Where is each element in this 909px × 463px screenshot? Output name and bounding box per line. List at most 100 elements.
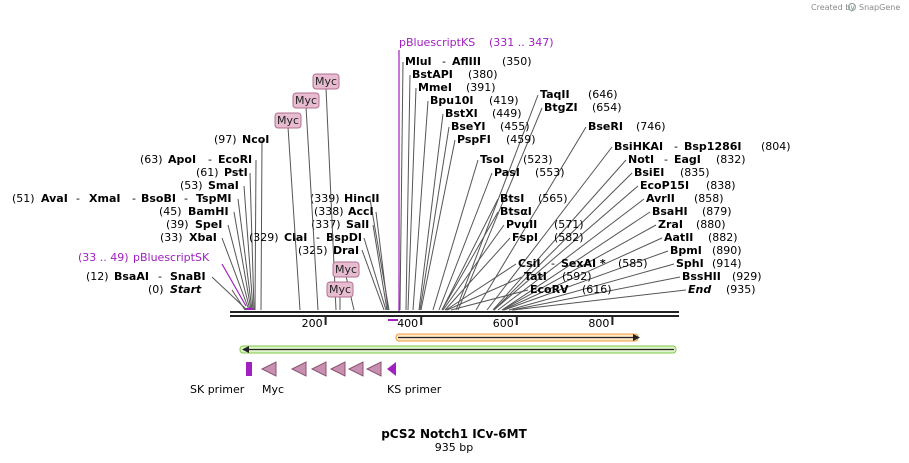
primer-ks-name: pBluescriptKS <box>399 36 475 49</box>
myc-arrow-icon[interactable] <box>260 361 277 377</box>
primer-binding-sk[interactable]: (33 .. 49) pBluescriptSK <box>78 251 253 310</box>
site-label-bsahi[interactable]: BsaHI <box>652 205 688 218</box>
site-label-btgzi[interactable]: BtgZI <box>544 101 578 114</box>
site-label-bpu10i[interactable]: Bpu10I <box>430 94 474 107</box>
site-pos: (835) <box>680 166 710 179</box>
site-label-pasi[interactable]: PasI <box>494 166 520 179</box>
site-label-bsaai[interactable]: BsaAI <box>114 270 149 283</box>
site-label-mmei[interactable]: MmeI <box>418 81 452 94</box>
site-label-bsihkai[interactable]: BsiHKAI <box>614 140 663 153</box>
sk-primer-arrow-icon[interactable] <box>246 362 252 376</box>
site-label-btsalphai[interactable]: BtsαI <box>500 205 532 218</box>
site-label-acci[interactable]: AccI <box>348 205 374 218</box>
site-label-eagi[interactable]: EagI <box>674 153 701 166</box>
site-label-bpmi[interactable]: BpmI <box>670 244 702 257</box>
site-label-fspi[interactable]: FspI <box>512 231 538 244</box>
myc-arrow-icon[interactable] <box>290 361 307 377</box>
myc-arrow-icon[interactable] <box>310 361 327 377</box>
site-pos: (646) <box>588 88 618 101</box>
site-label-tspmi[interactable]: TspMI <box>196 192 232 205</box>
site-label-bseyi[interactable]: BseYI <box>451 120 485 133</box>
myc-tag-label: Myc <box>277 114 299 127</box>
myc-tag-badge[interactable] <box>274 112 302 129</box>
myc-arrow-icon[interactable] <box>365 361 382 377</box>
site-label-bspdi[interactable]: BspDI <box>326 231 362 244</box>
site-label-psti[interactable]: PstI <box>224 166 248 179</box>
site-label-bstapi[interactable]: BstAPI <box>412 68 453 81</box>
site-label-bsshii[interactable]: BssHII <box>682 270 721 283</box>
site-label-snabi[interactable]: SnaBI <box>170 270 206 283</box>
site-label-xbai[interactable]: XbaI <box>189 231 217 244</box>
site-pos: (325) <box>298 244 328 257</box>
site-label-pspfi[interactable]: PspFI <box>457 133 491 146</box>
ks-primer-arrow-icon[interactable] <box>387 362 396 376</box>
site-label-noti[interactable]: NotI <box>628 153 654 166</box>
site-pos: (880) <box>696 218 726 231</box>
site-label-csii[interactable]: CsiI <box>518 257 540 270</box>
site-label-avai[interactable]: AvaI <box>41 192 68 205</box>
site-label-apoi[interactable]: ApoI <box>168 153 196 166</box>
site-label-end[interactable]: End <box>688 283 711 296</box>
site-label-bseri[interactable]: BseRI <box>588 120 623 133</box>
myc-tag-badge[interactable] <box>326 281 354 298</box>
ruler-tick <box>420 317 423 325</box>
site-label-tati[interactable]: TatI <box>524 270 547 283</box>
site-label-bamhi[interactable]: BamHI <box>188 205 229 218</box>
site-pos: (804) <box>761 140 791 153</box>
site-label-smai[interactable]: SmaI <box>208 179 239 192</box>
site-label-bsiei[interactable]: BsiEI <box>634 166 664 179</box>
site-label-ncoi[interactable]: NcoI <box>242 133 269 146</box>
site-pos: (339) <box>310 192 340 205</box>
site-label-ecop15i[interactable]: EcoP15I <box>640 179 689 192</box>
separator: - <box>551 257 555 270</box>
site-pos: (39) <box>166 218 189 231</box>
site-label-btsi[interactable]: BtsI <box>500 192 524 205</box>
site-label-sali[interactable]: SalI <box>346 218 369 231</box>
myc-tag-badge[interactable] <box>292 92 320 109</box>
site-pos: (33) <box>160 231 183 244</box>
myc-tag-label: Myc <box>329 283 351 296</box>
site-label-bstxi[interactable]: BstXI <box>445 107 478 120</box>
site-pos: (338) <box>314 205 344 218</box>
myc-arrow-icon[interactable] <box>329 361 346 377</box>
site-pos: (585) <box>618 257 648 270</box>
separator: - <box>664 153 668 166</box>
site-label-tsoi[interactable]: TsoI <box>480 153 504 166</box>
ruler-tick <box>324 317 327 325</box>
separator: - <box>132 192 136 205</box>
site-label-avrii[interactable]: AvrII <box>646 192 675 205</box>
myc-tag-badge[interactable] <box>332 261 360 278</box>
site-label-spei[interactable]: SpeI <box>195 218 222 231</box>
site-label-bsobi[interactable]: BsoBI <box>141 192 176 205</box>
site-label-sexai[interactable]: SexAI * <box>561 257 606 270</box>
primer-sk-name: pBluescriptSK <box>133 251 210 264</box>
site-label-afliii[interactable]: AflIII <box>452 55 481 68</box>
separator: - <box>158 270 162 283</box>
site-label-drai[interactable]: DraI <box>333 244 359 257</box>
myc-tag-badge[interactable] <box>312 73 340 90</box>
site-label-pvuii[interactable]: PvuII <box>506 218 537 231</box>
site-label-taqii[interactable]: TaqII <box>540 88 570 101</box>
site-pos: (63) <box>140 153 163 166</box>
backbone-strand-bottom <box>230 315 679 317</box>
site-label-bsp1286i[interactable]: Bsp1286I <box>684 140 742 153</box>
right-site-labels: MluI - AflIII (350) BstAPI (380) MmeI (3… <box>405 55 791 296</box>
myc-arrow-icon[interactable] <box>347 361 364 377</box>
site-label-ecorv[interactable]: EcoRV <box>530 283 569 296</box>
site-pos: (53) <box>180 179 203 192</box>
site-label-hincii[interactable]: HincII <box>344 192 380 205</box>
site-label-mlui[interactable]: MluI <box>405 55 432 68</box>
orf-forward[interactable] <box>395 333 640 342</box>
site-pos: (51) <box>12 192 35 205</box>
site-label-xmai[interactable]: XmaI <box>89 192 120 205</box>
site-pos: (838) <box>706 179 736 192</box>
site-label-sphi[interactable]: SphI <box>676 257 704 270</box>
site-label-start[interactable]: Start <box>170 283 202 296</box>
site-label-zrai[interactable]: ZraI <box>658 218 683 231</box>
ruler-tick-label: 200 <box>302 317 323 330</box>
site-label-ecori[interactable]: EcoRI <box>218 153 252 166</box>
orf-reverse[interactable] <box>239 345 677 354</box>
site-label-aatii[interactable]: AatII <box>664 231 693 244</box>
myc-tag-label: Myc <box>315 75 337 88</box>
features-row: SK primer Myc KS primer <box>190 361 442 396</box>
